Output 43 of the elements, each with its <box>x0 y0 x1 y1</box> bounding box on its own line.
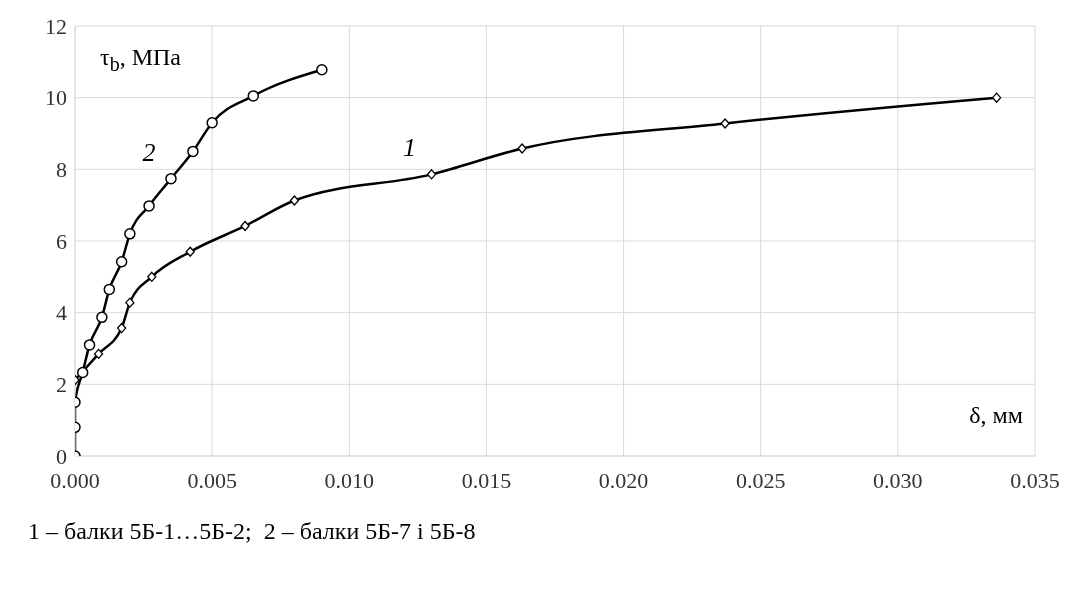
point <box>165 172 177 185</box>
point <box>115 256 128 268</box>
x-tick-label: 0.005 <box>187 467 237 493</box>
y-tick-label: 2 <box>56 372 67 398</box>
point <box>206 117 218 129</box>
y-tick-label: 12 <box>45 13 67 39</box>
x-axis-title: δ, мм <box>969 402 1023 429</box>
point <box>143 200 155 212</box>
point <box>991 92 1002 103</box>
point <box>93 348 104 360</box>
x-tick-label: 0.020 <box>598 467 649 493</box>
x-tick-label: 0.025 <box>735 467 786 493</box>
point <box>124 228 136 240</box>
point <box>426 169 437 180</box>
point <box>116 322 127 334</box>
point <box>517 143 527 154</box>
point <box>83 339 96 351</box>
point <box>125 297 135 308</box>
y-axis-title: τ$_{b}$, МПа <box>100 44 181 76</box>
point <box>240 220 250 232</box>
point <box>720 118 730 129</box>
point <box>185 246 195 257</box>
series-label: 1 <box>403 133 417 163</box>
point <box>187 145 199 158</box>
point <box>96 311 108 324</box>
text: 1 – балки 5Б-1…5Б-2; 2 – балки 5Б-7 і 5Б-8 <box>28 518 477 545</box>
x-tick-label: 0.000 <box>50 467 100 493</box>
y-tick-label: 6 <box>56 228 67 254</box>
y-tick-label: 8 <box>56 157 67 183</box>
point <box>76 366 89 379</box>
y-tick-label: 4 <box>56 300 67 326</box>
x-tick-label: 0.035 <box>1010 467 1060 493</box>
y-tick-label: 0 <box>56 443 67 469</box>
x-tick-label: 0.010 <box>324 467 375 493</box>
point <box>103 283 116 296</box>
x-tick-label: 0.030 <box>873 467 923 493</box>
y-tick-label: 10 <box>45 85 67 111</box>
point <box>289 195 300 206</box>
point <box>147 271 157 282</box>
point <box>316 63 328 76</box>
point <box>247 90 260 102</box>
series-label: 2 <box>142 137 156 167</box>
x-tick-label: 0.015 <box>461 467 512 493</box>
